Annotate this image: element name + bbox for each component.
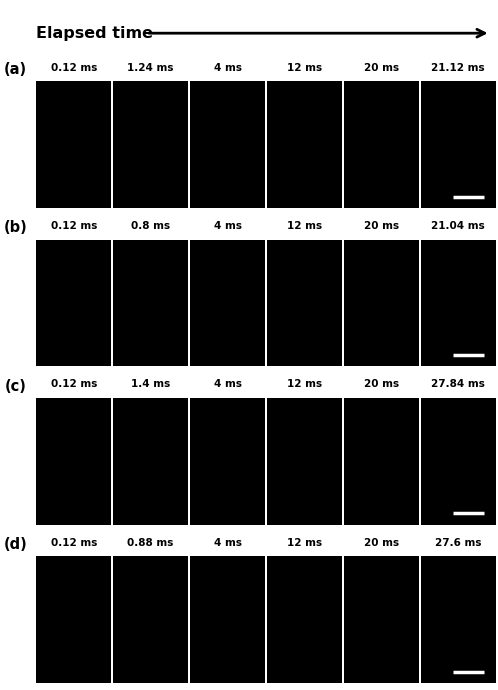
Bar (36, 556, 111, 683)
Bar (36, 398, 111, 525)
Text: 4 ms: 4 ms (214, 380, 242, 389)
Bar (190, 81, 265, 208)
Text: 0.12 ms: 0.12 ms (51, 380, 97, 389)
Bar (344, 398, 419, 525)
Bar (190, 398, 265, 525)
Text: (a): (a) (4, 62, 27, 77)
Bar (421, 240, 496, 366)
Text: 0.12 ms: 0.12 ms (51, 221, 97, 231)
Text: 20 ms: 20 ms (364, 63, 399, 72)
Bar (113, 398, 188, 525)
Bar (36, 81, 111, 208)
Text: 21.12 ms: 21.12 ms (431, 63, 485, 72)
Bar (421, 556, 496, 683)
Text: (c): (c) (4, 379, 26, 394)
Bar (267, 81, 342, 208)
Bar (421, 398, 496, 525)
Bar (344, 81, 419, 208)
Text: 21.04 ms: 21.04 ms (431, 221, 485, 231)
Text: 0.12 ms: 0.12 ms (51, 63, 97, 72)
Bar (113, 240, 188, 366)
Text: 4 ms: 4 ms (214, 63, 242, 72)
Text: 20 ms: 20 ms (364, 221, 399, 231)
Text: 12 ms: 12 ms (287, 221, 322, 231)
Bar (190, 556, 265, 683)
Text: 27.6 ms: 27.6 ms (435, 538, 482, 548)
Text: 12 ms: 12 ms (287, 380, 322, 389)
Bar (190, 240, 265, 366)
Text: 12 ms: 12 ms (287, 63, 322, 72)
Text: Elapsed time: Elapsed time (36, 26, 153, 41)
Bar (267, 398, 342, 525)
Text: 0.88 ms: 0.88 ms (127, 538, 174, 548)
Bar (267, 240, 342, 366)
Bar (344, 240, 419, 366)
Bar (267, 556, 342, 683)
Bar (113, 556, 188, 683)
Text: (d): (d) (3, 538, 27, 552)
Bar (113, 81, 188, 208)
Text: 4 ms: 4 ms (214, 221, 242, 231)
Text: 27.84 ms: 27.84 ms (431, 380, 485, 389)
Bar (36, 240, 111, 366)
Text: 0.12 ms: 0.12 ms (51, 538, 97, 548)
Text: 20 ms: 20 ms (364, 380, 399, 389)
Bar (421, 81, 496, 208)
Text: 0.8 ms: 0.8 ms (131, 221, 170, 231)
Text: 1.4 ms: 1.4 ms (131, 380, 170, 389)
Text: 4 ms: 4 ms (214, 538, 242, 548)
Bar (344, 556, 419, 683)
Text: (b): (b) (3, 221, 27, 235)
Text: 1.24 ms: 1.24 ms (127, 63, 174, 72)
Text: 12 ms: 12 ms (287, 538, 322, 548)
Text: 20 ms: 20 ms (364, 538, 399, 548)
